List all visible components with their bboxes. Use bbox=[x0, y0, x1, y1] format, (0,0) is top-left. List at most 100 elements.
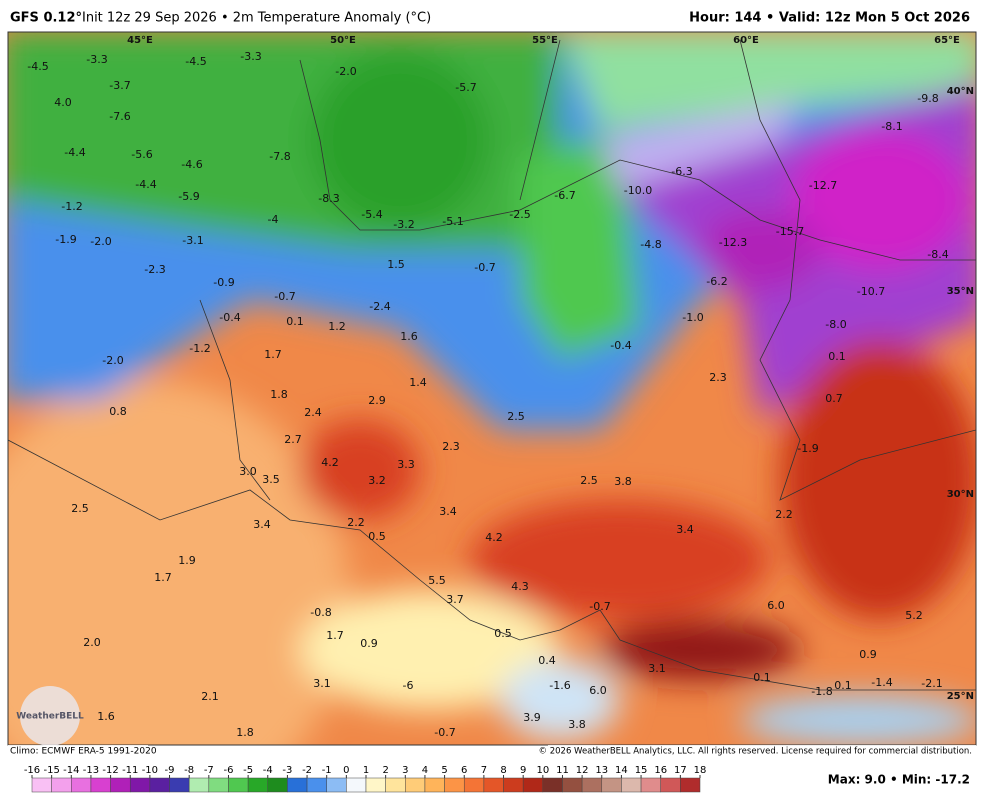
colorbar-cell bbox=[208, 777, 229, 793]
colorbar-tick-label: 3 bbox=[402, 765, 408, 776]
value-label: 3.4 bbox=[253, 518, 271, 531]
value-label: 0.7 bbox=[825, 392, 843, 405]
value-label: -4 bbox=[268, 213, 279, 226]
value-label: -5.7 bbox=[455, 81, 476, 94]
value-label: 5.5 bbox=[428, 574, 446, 587]
model: GFS 0.12° bbox=[10, 11, 82, 26]
map-frame bbox=[7, 31, 977, 746]
colorbar-cell bbox=[405, 777, 426, 793]
value-label: -0.7 bbox=[474, 261, 495, 274]
value-label: -5.4 bbox=[361, 208, 382, 221]
colorbar-tick-label: -7 bbox=[204, 765, 214, 776]
colorbar-cell bbox=[483, 777, 504, 793]
colorbar-tick-label: 16 bbox=[654, 765, 667, 776]
colorbar-tick-label: 15 bbox=[635, 765, 648, 776]
colorbar-tick-label: -15 bbox=[43, 765, 59, 776]
copyright-bg bbox=[548, 745, 976, 757]
colorbar-cell bbox=[463, 777, 485, 793]
climo: Climo: ECMWF ERA-5 1991-2020 bbox=[10, 747, 157, 757]
value-label: 5.2 bbox=[905, 609, 923, 622]
colorbar-tick-label: -9 bbox=[165, 765, 175, 776]
colorbar-tick-label: 5 bbox=[441, 765, 447, 776]
value-label: 2.9 bbox=[368, 394, 386, 407]
colorbar-cell bbox=[542, 777, 563, 793]
value-label: 1.8 bbox=[270, 388, 288, 401]
value-label: 2.4 bbox=[304, 406, 322, 419]
colorbar-cell bbox=[129, 777, 151, 793]
value-label: 4.0 bbox=[54, 96, 72, 109]
colorbar-cell bbox=[346, 777, 367, 793]
value-label: -2.1 bbox=[921, 677, 942, 690]
colorbar-tick-label: 10 bbox=[536, 765, 549, 776]
value-label: 0.4 bbox=[538, 654, 556, 667]
value-label: -4.6 bbox=[181, 158, 202, 171]
value-label: -1.9 bbox=[55, 233, 76, 246]
colorbar: -16 -15 -14 -13 -12 -11 -10 -9 -8 -7 -6 -5 -4 -3 -2 -1 0… bbox=[24, 765, 706, 793]
value-label: -4.4 bbox=[64, 146, 85, 159]
value-label: 3.3 bbox=[397, 458, 415, 471]
lat-label: 25°N bbox=[947, 691, 974, 702]
colorbar-cell bbox=[522, 777, 544, 793]
colorbar-tick-label: 0 bbox=[343, 765, 349, 776]
value-label: 0.9 bbox=[360, 637, 378, 650]
value-label: 2.5 bbox=[507, 410, 525, 423]
colorbar-cell bbox=[680, 777, 701, 793]
value-label: -5.1 bbox=[442, 215, 463, 228]
value-labels: -4.5 -3.3 -4.5 -3.3 -2.0 4.0 -3.7 -7.6 -5.7 -9.8 -… bbox=[27, 50, 948, 739]
value-label: -12.3 bbox=[719, 236, 747, 249]
colorbar-tick-label: 14 bbox=[615, 765, 628, 776]
value-label: 6.0 bbox=[767, 599, 785, 612]
value-label: 3.8 bbox=[568, 718, 586, 731]
value-label: 0.1 bbox=[828, 350, 846, 363]
value-label: -5.6 bbox=[131, 148, 152, 161]
value-label: -0.7 bbox=[274, 290, 295, 303]
colorbar-cell bbox=[247, 777, 269, 793]
value-label: -4.5 bbox=[27, 60, 48, 73]
colorbar-tick-label: 11 bbox=[556, 765, 569, 776]
lat-label: 40°N bbox=[947, 86, 974, 97]
map bbox=[8, 32, 976, 745]
lat-label: 30°N bbox=[947, 489, 974, 500]
lon-label: 55°E bbox=[532, 35, 558, 46]
value-label: -6.2 bbox=[706, 275, 727, 288]
colorbar-tick-label: 1 bbox=[363, 765, 369, 776]
colorbar-cell bbox=[31, 777, 52, 793]
colorbar-cell bbox=[90, 777, 111, 793]
value-label: 2.2 bbox=[775, 508, 793, 521]
lat-label: 35°N bbox=[947, 286, 974, 297]
value-label: 1.4 bbox=[409, 376, 427, 389]
value-label: -2.0 bbox=[102, 354, 123, 367]
value-label: -7.8 bbox=[269, 150, 290, 163]
value-label: -8.3 bbox=[318, 192, 339, 205]
colorbar-cell bbox=[287, 777, 308, 793]
colorbar-cell bbox=[424, 777, 445, 793]
value-label: -7.6 bbox=[109, 110, 130, 123]
colorbar-cell bbox=[660, 777, 681, 793]
colorbar-tick-label: -16 bbox=[24, 765, 40, 776]
value-label: -2.0 bbox=[335, 65, 356, 78]
value-label: -4.8 bbox=[640, 238, 661, 251]
colorbar-tick-label: 12 bbox=[576, 765, 589, 776]
value-label: -1.8 bbox=[811, 685, 832, 698]
value-label: 4.2 bbox=[485, 531, 503, 544]
value-label: 3.0 bbox=[239, 465, 257, 478]
valid: Hour: 144 • Valid: 12z Mon 5 Oct 2026 bbox=[689, 11, 970, 26]
value-label: -1.4 bbox=[871, 676, 892, 689]
value-label: -3.7 bbox=[109, 79, 130, 92]
value-label: 3.2 bbox=[368, 474, 386, 487]
colorbar-tick-label: 2 bbox=[382, 765, 388, 776]
colorbar-tick-label: -4 bbox=[263, 765, 273, 776]
colorbar-cell bbox=[581, 777, 603, 793]
value-label: -3.2 bbox=[393, 218, 414, 231]
value-label: -2.3 bbox=[144, 263, 165, 276]
value-label: 2.5 bbox=[71, 502, 89, 515]
value-label: -1.0 bbox=[682, 311, 703, 324]
value-label: 2.7 bbox=[284, 433, 302, 446]
colorbar-tick-label: 7 bbox=[481, 765, 487, 776]
value-label: -0.7 bbox=[434, 726, 455, 739]
value-label: -4.4 bbox=[135, 178, 156, 191]
value-label: 4.3 bbox=[511, 580, 529, 593]
value-label: -6 bbox=[403, 679, 414, 692]
value-label: -15.7 bbox=[776, 225, 804, 238]
